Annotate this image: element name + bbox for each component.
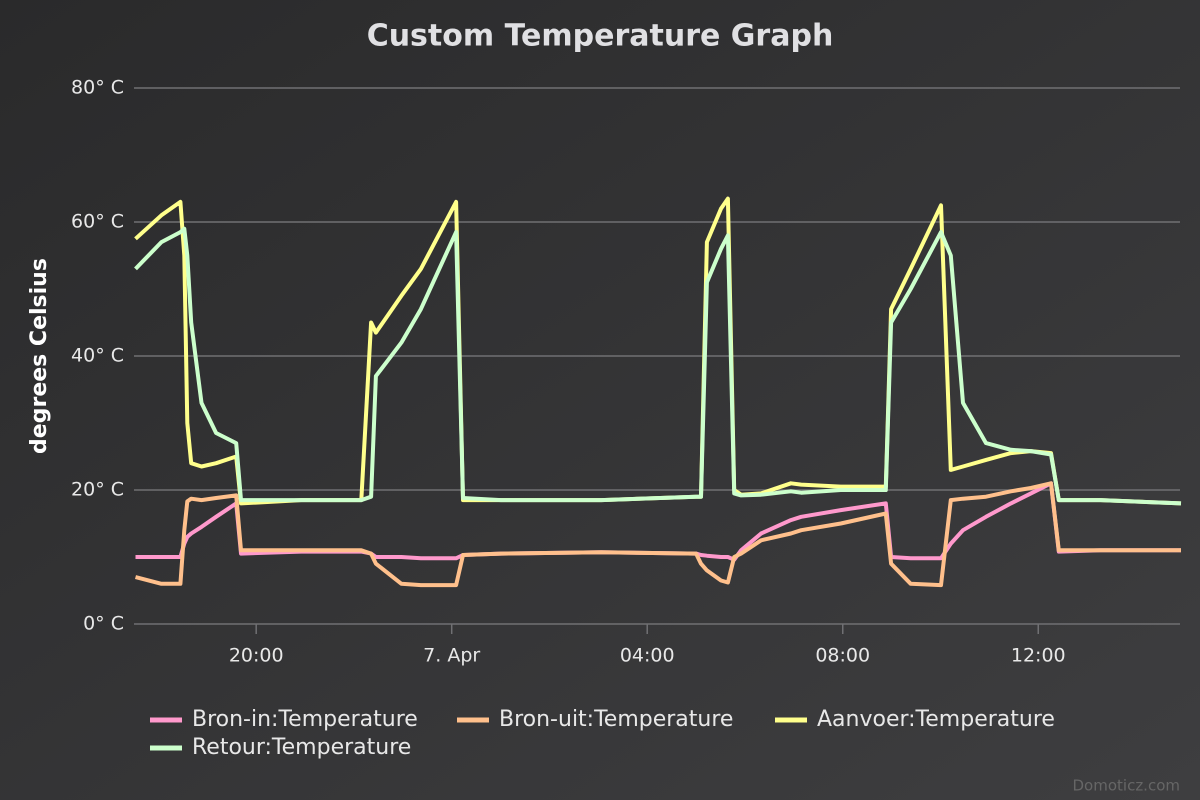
credit[interactable]: Domoticz.com [1073, 777, 1181, 795]
y-tick-label: 0° C [83, 613, 124, 635]
legend-label[interactable]: Retour:Temperature [192, 735, 411, 760]
chart-title: Custom Temperature Graph [367, 19, 834, 54]
y-axis-title: degrees Celsius [27, 258, 52, 454]
legend-label[interactable]: Bron-uit:Temperature [499, 707, 733, 732]
series-line [134, 481, 1181, 588]
legend-label[interactable]: Bron-in:Temperature [192, 707, 418, 732]
series-line [134, 226, 1182, 506]
x-tick-label: 08:00 [815, 645, 870, 667]
x-tick-label: 12:00 [1011, 645, 1066, 667]
y-tick-label: 80° C [71, 77, 124, 99]
series-line [135, 481, 1181, 562]
x-tick-label: 7. Apr [423, 645, 480, 667]
x-tick-label: 04:00 [620, 645, 675, 667]
x-tick-label: 20:00 [229, 645, 284, 667]
y-tick-label: 20° C [71, 479, 124, 501]
y-tick-label: 40° C [71, 345, 124, 367]
legend-label[interactable]: Aanvoer:Temperature [817, 707, 1055, 732]
y-tick-label: 60° C [71, 211, 124, 233]
